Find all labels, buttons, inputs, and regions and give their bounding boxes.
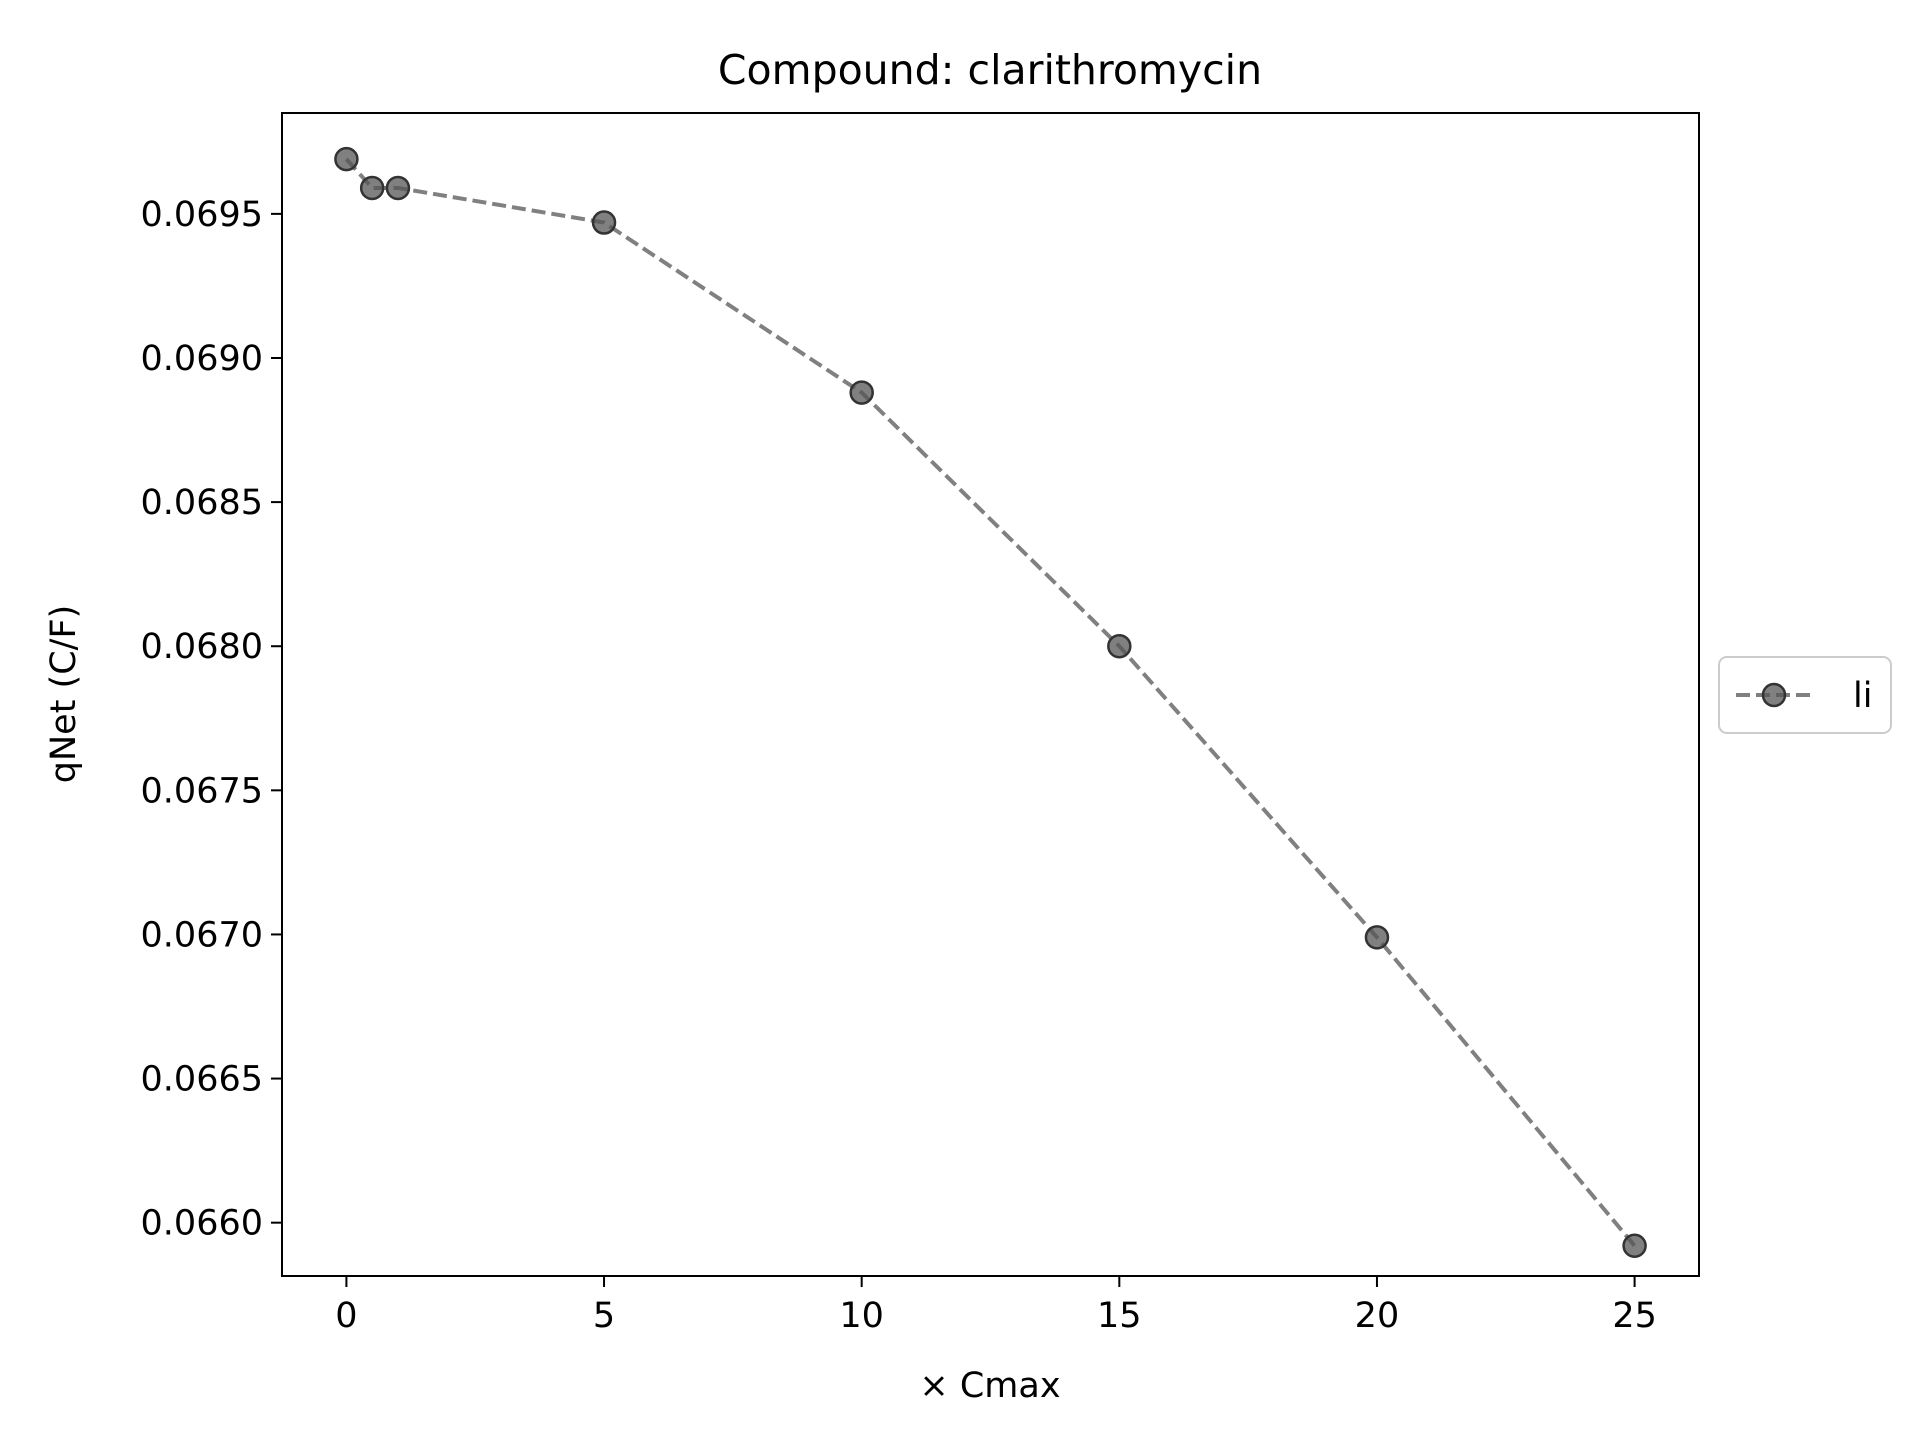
data-point [359,175,385,201]
x-tick-label: 15 [1097,1296,1142,1336]
legend-label: li [1853,676,1872,716]
data-point [334,146,359,172]
data-point [1622,1233,1647,1258]
y-tick-label: 0.0680 [141,627,263,667]
y-tick-label: 0.0685 [141,483,263,523]
data-point [1364,925,1390,950]
y-tick-label: 0.0670 [141,915,263,955]
y-tick-label: 0.0675 [141,771,263,811]
x-tick-label: 5 [593,1296,615,1336]
data-point [849,380,874,405]
x-tick-label: 0 [335,1296,357,1336]
data-point [1107,633,1132,659]
plot-frame [281,112,1700,1277]
x-axis: 0 5 10 15 20 25 [335,1276,1657,1336]
data-point [591,210,617,235]
y-axis: 0.0660 0.0665 0.0670 0.0675 0.0680 0.0685 0.06… [141,195,282,1244]
x-tick-label: 25 [1612,1296,1657,1336]
plot-area [334,146,1647,1258]
x-tick-label: 10 [839,1296,884,1336]
x-axis-title: × Cmax [919,1366,1060,1406]
y-tick-label: 0.0665 [141,1060,263,1100]
legend-marker-swatch [1761,682,1787,708]
x-tick-label: 20 [1355,1296,1400,1336]
y-tick-label: 0.0695 [141,195,263,235]
data-point [385,175,411,201]
y-axis-title: qNet (C/F) [44,605,84,783]
y-tick-label: 0.0660 [141,1204,263,1244]
chart-title: Compound: clarithromycin [718,46,1262,94]
legend: li [1718,656,1892,734]
y-tick-label: 0.0690 [141,339,263,379]
